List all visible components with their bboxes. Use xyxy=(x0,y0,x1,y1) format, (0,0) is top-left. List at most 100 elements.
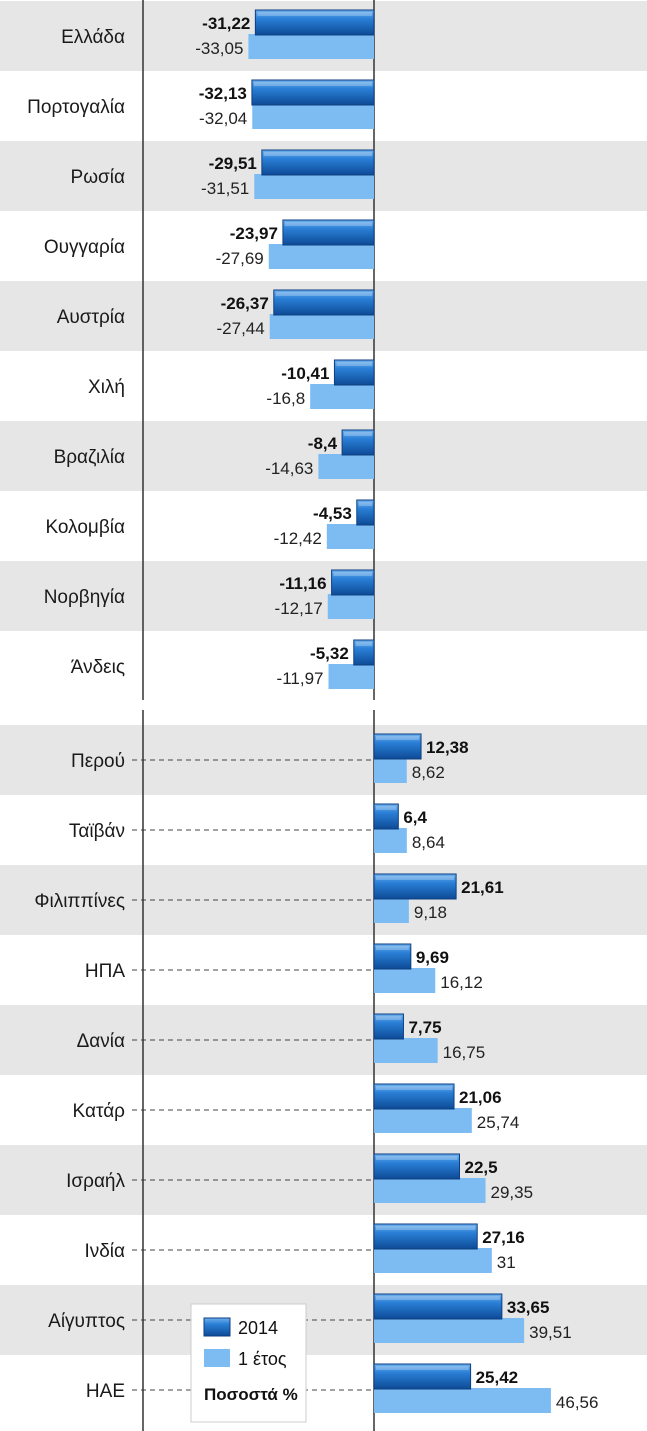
value-label-2014: -23,97 xyxy=(230,224,278,243)
category-label: Χιλή xyxy=(88,377,125,398)
bar-1-etos xyxy=(374,1178,486,1203)
bar-2014 xyxy=(373,873,457,900)
bar-1-etos xyxy=(374,828,407,853)
bar-2014-highlight xyxy=(376,1296,500,1300)
bar-2014 xyxy=(373,1153,460,1180)
bar-1-etos xyxy=(374,968,436,993)
category-label: Δανία xyxy=(77,1031,125,1052)
bar-1-etos xyxy=(374,1248,492,1273)
row-band xyxy=(0,561,647,631)
value-label-2014: 27,16 xyxy=(482,1228,525,1247)
bar-1-etos xyxy=(374,758,407,783)
category-label: Πορτογαλία xyxy=(27,97,125,118)
category-label: Ουγγαρία xyxy=(44,237,125,258)
bar-2014 xyxy=(254,9,375,36)
bar-2014-highlight xyxy=(376,736,420,740)
value-label-2014: 33,65 xyxy=(507,1298,550,1317)
bar-2014 xyxy=(251,79,375,106)
legend-swatch-2014 xyxy=(203,1317,231,1337)
category-label: Κατάρ xyxy=(73,1101,126,1122)
value-label-2014: 12,38 xyxy=(426,738,469,757)
value-label-1-etos: -33,05 xyxy=(195,39,243,58)
bar-1-etos xyxy=(310,384,374,409)
value-label-2014: -11,16 xyxy=(279,574,326,593)
value-label-1-etos: 16,75 xyxy=(443,1043,486,1062)
bar-2014 xyxy=(341,429,375,456)
bar-2014 xyxy=(331,569,375,596)
category-label: Αίγυπτος xyxy=(48,1311,125,1332)
bar-2014-highlight xyxy=(376,1156,458,1160)
value-label-1-etos: 39,51 xyxy=(529,1323,572,1342)
bar-2014-highlight xyxy=(253,82,372,86)
bar-2014-highlight xyxy=(376,1366,469,1370)
bar-2014 xyxy=(373,803,399,830)
value-label-2014: 21,06 xyxy=(459,1088,502,1107)
value-label-2014: 6,4 xyxy=(403,808,427,827)
bar-2014 xyxy=(273,289,375,316)
bar-1-etos xyxy=(374,1038,438,1063)
value-label-2014: 25,42 xyxy=(476,1368,519,1387)
bar-2014 xyxy=(333,359,375,386)
value-label-1-etos: 46,56 xyxy=(556,1393,599,1412)
bar-1-etos xyxy=(374,1388,551,1413)
value-label-2014: -32,13 xyxy=(199,84,247,103)
value-label-2014: -31,22 xyxy=(202,14,250,33)
value-label-2014: -29,51 xyxy=(209,154,257,173)
bar-2014 xyxy=(373,1363,472,1390)
category-label: Νορβηγία xyxy=(44,587,125,608)
bar-1-etos xyxy=(252,104,374,129)
bar-2014 xyxy=(282,219,375,246)
bar-1-etos xyxy=(326,524,374,549)
category-label: Ρωσία xyxy=(71,167,125,188)
bar-2014-highlight xyxy=(284,222,372,226)
value-label-2014: 21,61 xyxy=(461,878,504,897)
category-label: Ταϊβάν xyxy=(69,821,125,842)
bar-2014 xyxy=(373,733,422,760)
bar-2014-highlight xyxy=(376,806,397,810)
category-label: Βραζιλία xyxy=(54,447,125,468)
bar-2014-highlight xyxy=(344,432,372,436)
bar-1-etos xyxy=(374,1108,472,1133)
value-label-1-etos: 29,35 xyxy=(491,1183,534,1202)
value-label-1-etos: 9,18 xyxy=(414,903,447,922)
bar-2014 xyxy=(261,149,375,176)
value-label-2014: -10,41 xyxy=(281,364,329,383)
legend-swatch-1-etos xyxy=(204,1349,230,1367)
bar-2014 xyxy=(373,1223,478,1250)
value-label-2014: -8,4 xyxy=(308,434,338,453)
bar-2014-highlight xyxy=(336,362,372,366)
bar-1-etos xyxy=(268,244,374,269)
category-label: Άνδεις xyxy=(71,657,125,678)
bar-1-etos xyxy=(327,594,374,619)
bar-2014-highlight xyxy=(263,152,372,156)
value-label-1-etos: -12,17 xyxy=(275,599,323,618)
bar-2014-highlight xyxy=(376,1086,453,1090)
bar-2014-highlight xyxy=(333,572,372,576)
bar-1-etos xyxy=(374,1318,525,1343)
bar-2014 xyxy=(373,1083,455,1110)
bar-2014-highlight xyxy=(376,1016,402,1020)
legend: 2014 1 έτος Ποσοστά % xyxy=(190,1303,307,1423)
category-label: ΗΠΑ xyxy=(85,961,125,982)
bar-2014-highlight xyxy=(376,876,455,880)
category-label: Ινδία xyxy=(84,1241,125,1262)
value-label-1-etos: 8,64 xyxy=(412,833,445,852)
category-label: ΗΑΕ xyxy=(86,1381,125,1402)
value-label-1-etos: -31,51 xyxy=(201,179,249,198)
value-label-2014: -4,53 xyxy=(313,504,352,523)
value-label-1-etos: -27,69 xyxy=(216,249,264,268)
value-label-1-etos: 8,62 xyxy=(412,763,445,782)
bar-2014 xyxy=(356,499,375,526)
legend-label-1-etos: 1 έτος xyxy=(238,1349,287,1369)
bar-2014 xyxy=(373,1293,503,1320)
value-label-2014: 9,69 xyxy=(416,948,449,967)
value-label-1-etos: 16,12 xyxy=(440,973,483,992)
bar-2014 xyxy=(373,943,412,970)
value-label-1-etos: -11,97 xyxy=(277,669,324,688)
category-label: Αυστρία xyxy=(57,307,125,328)
bar-1-etos xyxy=(374,898,409,923)
category-label: Περού xyxy=(71,751,125,772)
bar-1-etos xyxy=(318,454,374,479)
value-label-1-etos: 31 xyxy=(497,1253,516,1272)
bar-2014-highlight xyxy=(376,946,409,950)
